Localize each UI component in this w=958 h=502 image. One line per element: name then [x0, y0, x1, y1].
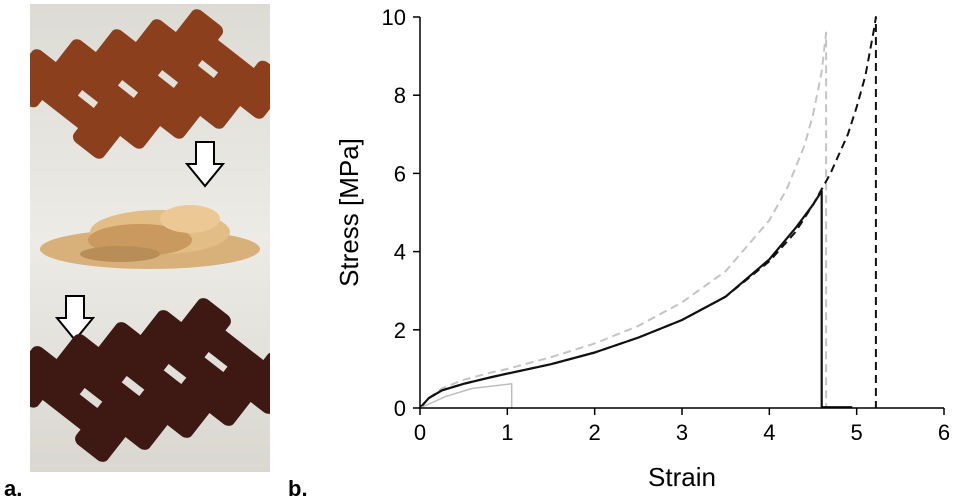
y-tick-label: 10: [382, 5, 406, 30]
x-axis-ticks: 0 1 2 3 4 5 6: [414, 408, 950, 445]
specimen-photo-illustration: [2, 4, 304, 472]
x-tick-label: 3: [676, 420, 688, 445]
x-tick-label: 0: [414, 420, 426, 445]
x-tick-label: 4: [763, 420, 775, 445]
panel-label-a: a.: [4, 476, 23, 501]
series-line-4: [419, 383, 513, 409]
down-arrow-icon: [184, 141, 226, 188]
plot-series-group: [419, 16, 877, 409]
panel-label-b: b.: [288, 476, 308, 501]
y-tick-label: 2: [394, 318, 406, 343]
series-line-3: [419, 189, 853, 409]
specimen-photo: [2, 4, 304, 472]
y-axis-title: Stress [MPa]: [334, 138, 364, 287]
shredded-material: [40, 205, 260, 269]
series-line-1: [419, 31, 828, 409]
y-tick-label: 6: [394, 161, 406, 186]
y-axis-ticks: 0 2 4 6 8 10: [382, 5, 420, 421]
x-axis-title: Strain: [648, 462, 716, 492]
y-tick-label: 0: [394, 396, 406, 421]
y-tick-label: 8: [394, 83, 406, 108]
x-tick-label: 2: [589, 420, 601, 445]
x-tick-label: 6: [938, 420, 950, 445]
x-tick-label: 5: [851, 420, 863, 445]
y-tick-label: 4: [394, 240, 406, 265]
down-arrow-icon: [54, 295, 96, 342]
x-tick-label: 1: [501, 420, 513, 445]
